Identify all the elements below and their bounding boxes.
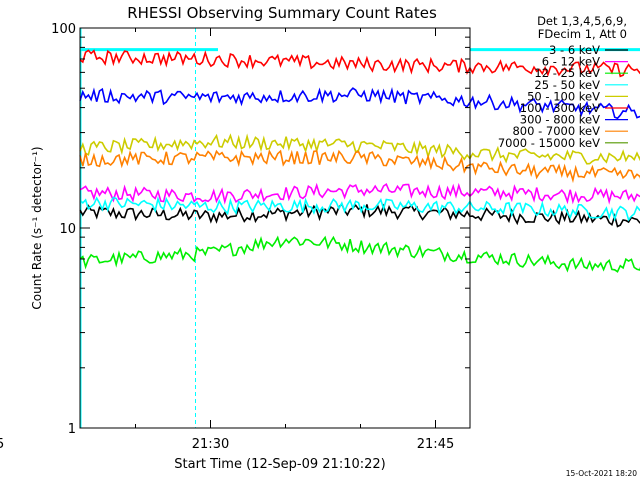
- legend-label-8: 7000 - 15000 keV: [498, 136, 600, 150]
- series-line-7: [79, 149, 640, 184]
- series-4: [79, 133, 640, 165]
- legend-label-7: 800 - 7000 keV: [512, 124, 600, 138]
- legend-entry-3: 25 - 50 keV: [534, 78, 628, 92]
- legend-entry-6: 300 - 800 keV: [520, 113, 628, 127]
- data-series: [79, 49, 640, 273]
- series-line-1: [79, 182, 640, 205]
- series-2: [79, 235, 640, 273]
- x-axis-label: Start Time (12-Sep-09 21:10:22): [174, 457, 385, 472]
- x-tick-label-1: 21:30: [192, 437, 229, 452]
- series-0: [79, 202, 640, 228]
- legend-label-2: 12 - 25 keV: [534, 66, 600, 80]
- series-line-3: [79, 196, 640, 222]
- x-tick-label-0: 21:15: [0, 437, 4, 452]
- series-6: [79, 87, 640, 120]
- legend-entry-5: 100 - 300 keV: [520, 101, 628, 115]
- legend-header-line-2: FDecim 1, Att 0: [538, 27, 627, 41]
- legend-label-4: 50 - 100 keV: [527, 89, 600, 103]
- legend-entry-1: 6 - 12 keV: [542, 55, 628, 69]
- series-5: [79, 49, 640, 78]
- series-1: [79, 182, 640, 205]
- x-tick-label-2: 21:45: [417, 437, 454, 452]
- series-line-2: [79, 235, 640, 273]
- legend-label-0: 3 - 6 keV: [549, 43, 600, 57]
- series-7: [79, 149, 640, 184]
- y-axis-label: Count Rate (s⁻¹ detector⁻¹): [30, 146, 44, 309]
- legend-header-line-1: Det 1,3,4,5,6,9,: [537, 14, 627, 28]
- legend-label-5: 100 - 300 keV: [520, 101, 600, 115]
- legend-entry-0: 3 - 6 keV: [549, 43, 628, 57]
- legend-entry-8: 7000 - 15000 keV: [498, 136, 628, 150]
- chart-title: RHESSI Observing Summary Count Rates: [127, 4, 437, 22]
- legend-entry-4: 50 - 100 keV: [527, 89, 628, 103]
- series-line-0: [79, 202, 640, 228]
- series-line-6: [79, 87, 640, 120]
- footer-date: 15-Oct-2021 18:20: [566, 469, 637, 478]
- legend-entry-7: 800 - 7000 keV: [512, 124, 628, 138]
- legend-label-6: 300 - 800 keV: [520, 113, 600, 127]
- series-line-4: [79, 133, 640, 165]
- legend-label-3: 25 - 50 keV: [534, 78, 600, 92]
- legend-label-1: 6 - 12 keV: [542, 55, 600, 69]
- axes: 21:1521:3021:4522:0022:1522:3022:4511010…: [0, 22, 470, 452]
- series-line-5: [79, 49, 640, 78]
- series-3: [79, 196, 640, 222]
- y-tick-label-2: 100: [51, 22, 76, 37]
- y-tick-label-0: 1: [68, 422, 76, 437]
- legend-entry-2: 12 - 25 keV: [534, 66, 628, 80]
- y-tick-label-1: 10: [59, 222, 76, 237]
